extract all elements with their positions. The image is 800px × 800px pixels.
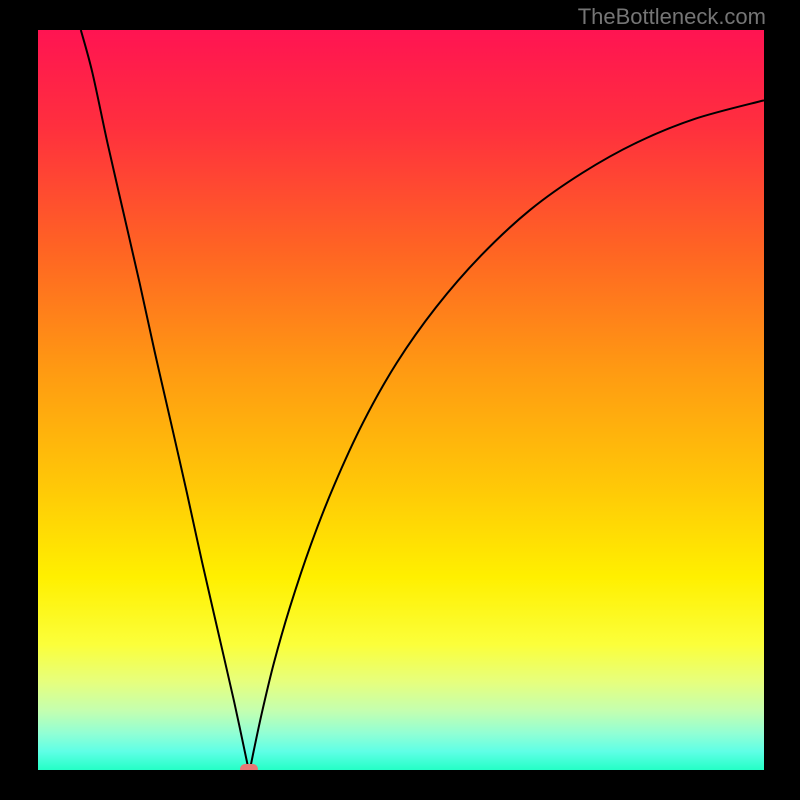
bottleneck-curve — [38, 30, 764, 770]
watermark-text: TheBottleneck.com — [578, 4, 766, 30]
curve-left-arm — [81, 30, 249, 769]
curve-right-arm — [250, 100, 764, 769]
chart-container: { "canvas": { "width": 800, "height": 80… — [0, 0, 800, 800]
plot-area — [38, 30, 764, 770]
